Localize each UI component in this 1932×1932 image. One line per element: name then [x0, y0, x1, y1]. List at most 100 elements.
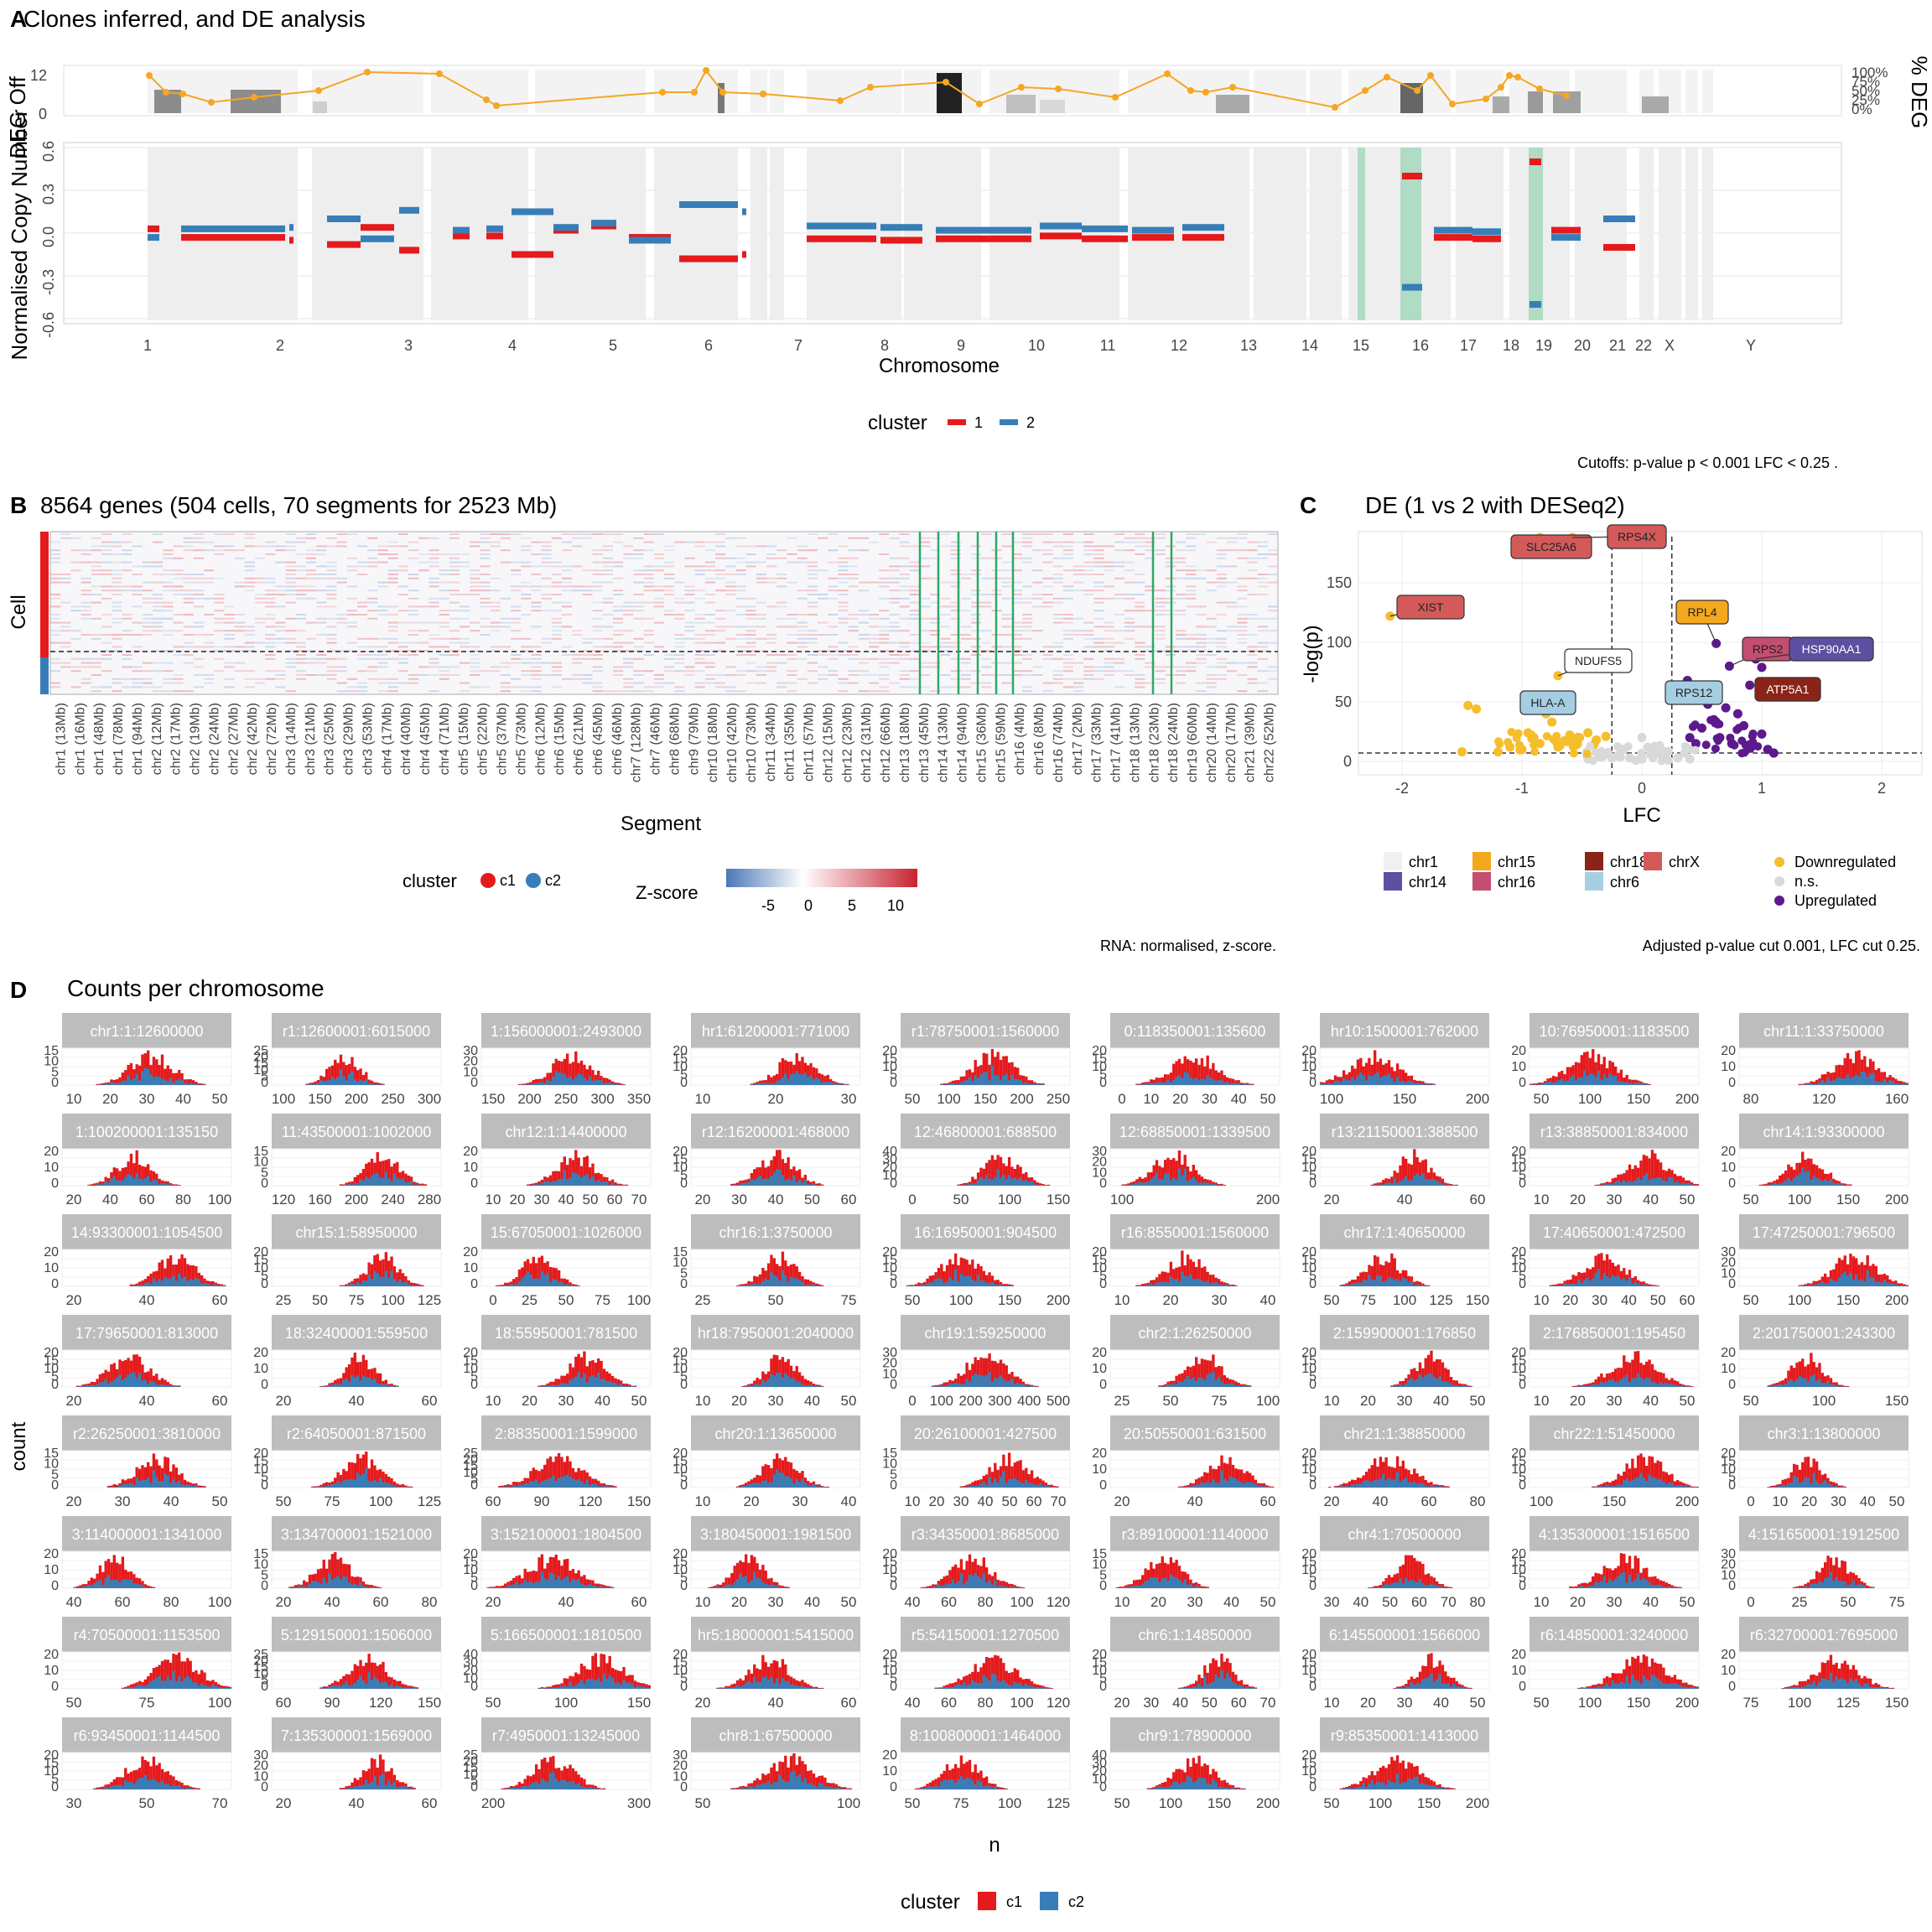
volcano-ytick-0: 0: [1343, 753, 1352, 770]
facet-xtick: 30: [1607, 1192, 1623, 1208]
heatmap-cell: [1186, 637, 1197, 640]
heatmap-cell: [909, 594, 920, 595]
facet-bar-c2: [1387, 1073, 1391, 1085]
facet-bar-c1: [1592, 1049, 1595, 1085]
volcano-point-up: [1711, 744, 1720, 753]
facet-bar-c2: [160, 1280, 164, 1286]
heatmap-cell: [694, 621, 705, 624]
heatmap-cell: [234, 626, 245, 628]
heatmap-cell: [1104, 569, 1114, 572]
heatmap-cell: [397, 585, 408, 588]
facet-bar-c2: [951, 1083, 954, 1085]
facet-bar-c1: [1364, 1062, 1368, 1085]
heatmap-cell: [818, 597, 828, 600]
heatmap-cell: [153, 662, 164, 664]
facet-xtick: 20: [695, 1192, 711, 1208]
heatmap-cell: [848, 630, 859, 632]
facet-bar-c1: [396, 1272, 399, 1286]
heatmap-cell: [460, 637, 470, 640]
heatmap-cell: [306, 533, 317, 535]
facet-bar-c2: [1773, 1183, 1776, 1186]
facet-bar-c2: [203, 1084, 206, 1085]
facet-bar-c2: [1376, 1275, 1379, 1286]
heatmap-cell: [899, 557, 910, 559]
heatmap-cell: [183, 690, 194, 693]
facet-bar-c1: [625, 1184, 629, 1186]
heatmap-cell: [838, 565, 849, 568]
deg-bar: [937, 73, 962, 113]
facet-ytick: 10: [1511, 1060, 1526, 1074]
off-target-point: [251, 94, 257, 101]
heatmap-cell: [797, 634, 808, 636]
facet-bar-c2: [172, 1083, 175, 1085]
heatmap-cell: [950, 545, 961, 548]
heatmap-cell: [1124, 674, 1135, 676]
heatmap-cell: [1186, 670, 1197, 673]
facet-bar-c1: [1846, 1052, 1850, 1085]
heatmap-cell: [70, 650, 81, 652]
facet-xtick: 60: [139, 1192, 155, 1208]
heatmap-cell: [1052, 646, 1063, 648]
volcano-ytick-1: 50: [1335, 693, 1352, 710]
facet-bar-c1: [124, 1166, 127, 1186]
facet-bar-c1: [1320, 1082, 1323, 1085]
heatmap-cell: [602, 549, 613, 552]
facet-bar-c1: [834, 1082, 839, 1085]
facet-bar-c1: [795, 1052, 798, 1085]
heatmap-cell: [521, 614, 532, 615]
facet-bar-c2: [1667, 1176, 1671, 1186]
heatmap-cell: [153, 594, 164, 595]
cnv-segment-cluster2: [1040, 222, 1082, 230]
facet-bar-c2: [1874, 1281, 1877, 1286]
facet-bar-c1: [1841, 1065, 1844, 1085]
heatmap-cell: [490, 626, 501, 628]
heatmap-cell: [265, 678, 276, 680]
heatmap-cell: [163, 549, 174, 552]
heatmap-cell: [285, 601, 296, 604]
off-target-point: [943, 79, 949, 86]
facet-bar-c1: [1418, 1281, 1422, 1286]
facet-bar-c2: [574, 1285, 578, 1286]
facet-bar-c2: [110, 1082, 113, 1085]
heatmap-cell: [531, 589, 542, 592]
heatmap-cell: [653, 597, 664, 600]
heatmap-cell: [1073, 617, 1084, 620]
facet-bar-c2: [1239, 1084, 1244, 1085]
heatmap-cell: [643, 533, 654, 535]
heatmap-cell: [377, 662, 388, 664]
facet-bar-c2: [152, 1077, 156, 1085]
facet-bar-c1: [784, 1162, 787, 1186]
heatmap-cell: [1237, 577, 1248, 579]
heatmap-cell: [1247, 634, 1258, 636]
heatmap-cell: [909, 545, 920, 548]
heatmap-cell: [80, 634, 91, 636]
heatmap-cell: [899, 617, 910, 620]
off-target-point: [691, 89, 698, 96]
facet-bar-c1: [1382, 1064, 1385, 1085]
facet-bar-c1: [778, 1150, 782, 1186]
off-target-point: [1563, 92, 1570, 99]
heatmap-cell: [1022, 621, 1033, 624]
heatmap-cell: [551, 585, 562, 588]
panel-b-title: 8564 genes (504 cells, 70 segments for 2…: [40, 492, 557, 518]
facet-bar-c1: [1818, 1280, 1821, 1286]
heatmap-cell: [470, 581, 480, 584]
heatmap-cell: [204, 597, 215, 600]
facet-bar-c1: [1611, 1062, 1614, 1085]
heatmap-cell: [326, 670, 337, 673]
heatmap-cell: [91, 690, 101, 693]
heatmap-cell: [112, 617, 122, 620]
heatmap-cell: [694, 565, 705, 568]
heatmap-cell: [1135, 541, 1145, 543]
facet-bar-c1: [316, 1079, 320, 1085]
facet-ytick: 20: [253, 1051, 268, 1065]
heatmap-cell: [838, 617, 849, 620]
facet-bar-c1: [563, 1278, 566, 1286]
legend-swatch-2: [1000, 419, 1018, 425]
heatmap-cell: [1257, 617, 1268, 620]
heatmap-cell: [490, 601, 501, 604]
heatmap-cell: [756, 626, 766, 628]
facet-bar-c1: [591, 1163, 595, 1186]
significant-region-2: [1529, 148, 1543, 320]
facet-bar-c1: [766, 1074, 771, 1085]
